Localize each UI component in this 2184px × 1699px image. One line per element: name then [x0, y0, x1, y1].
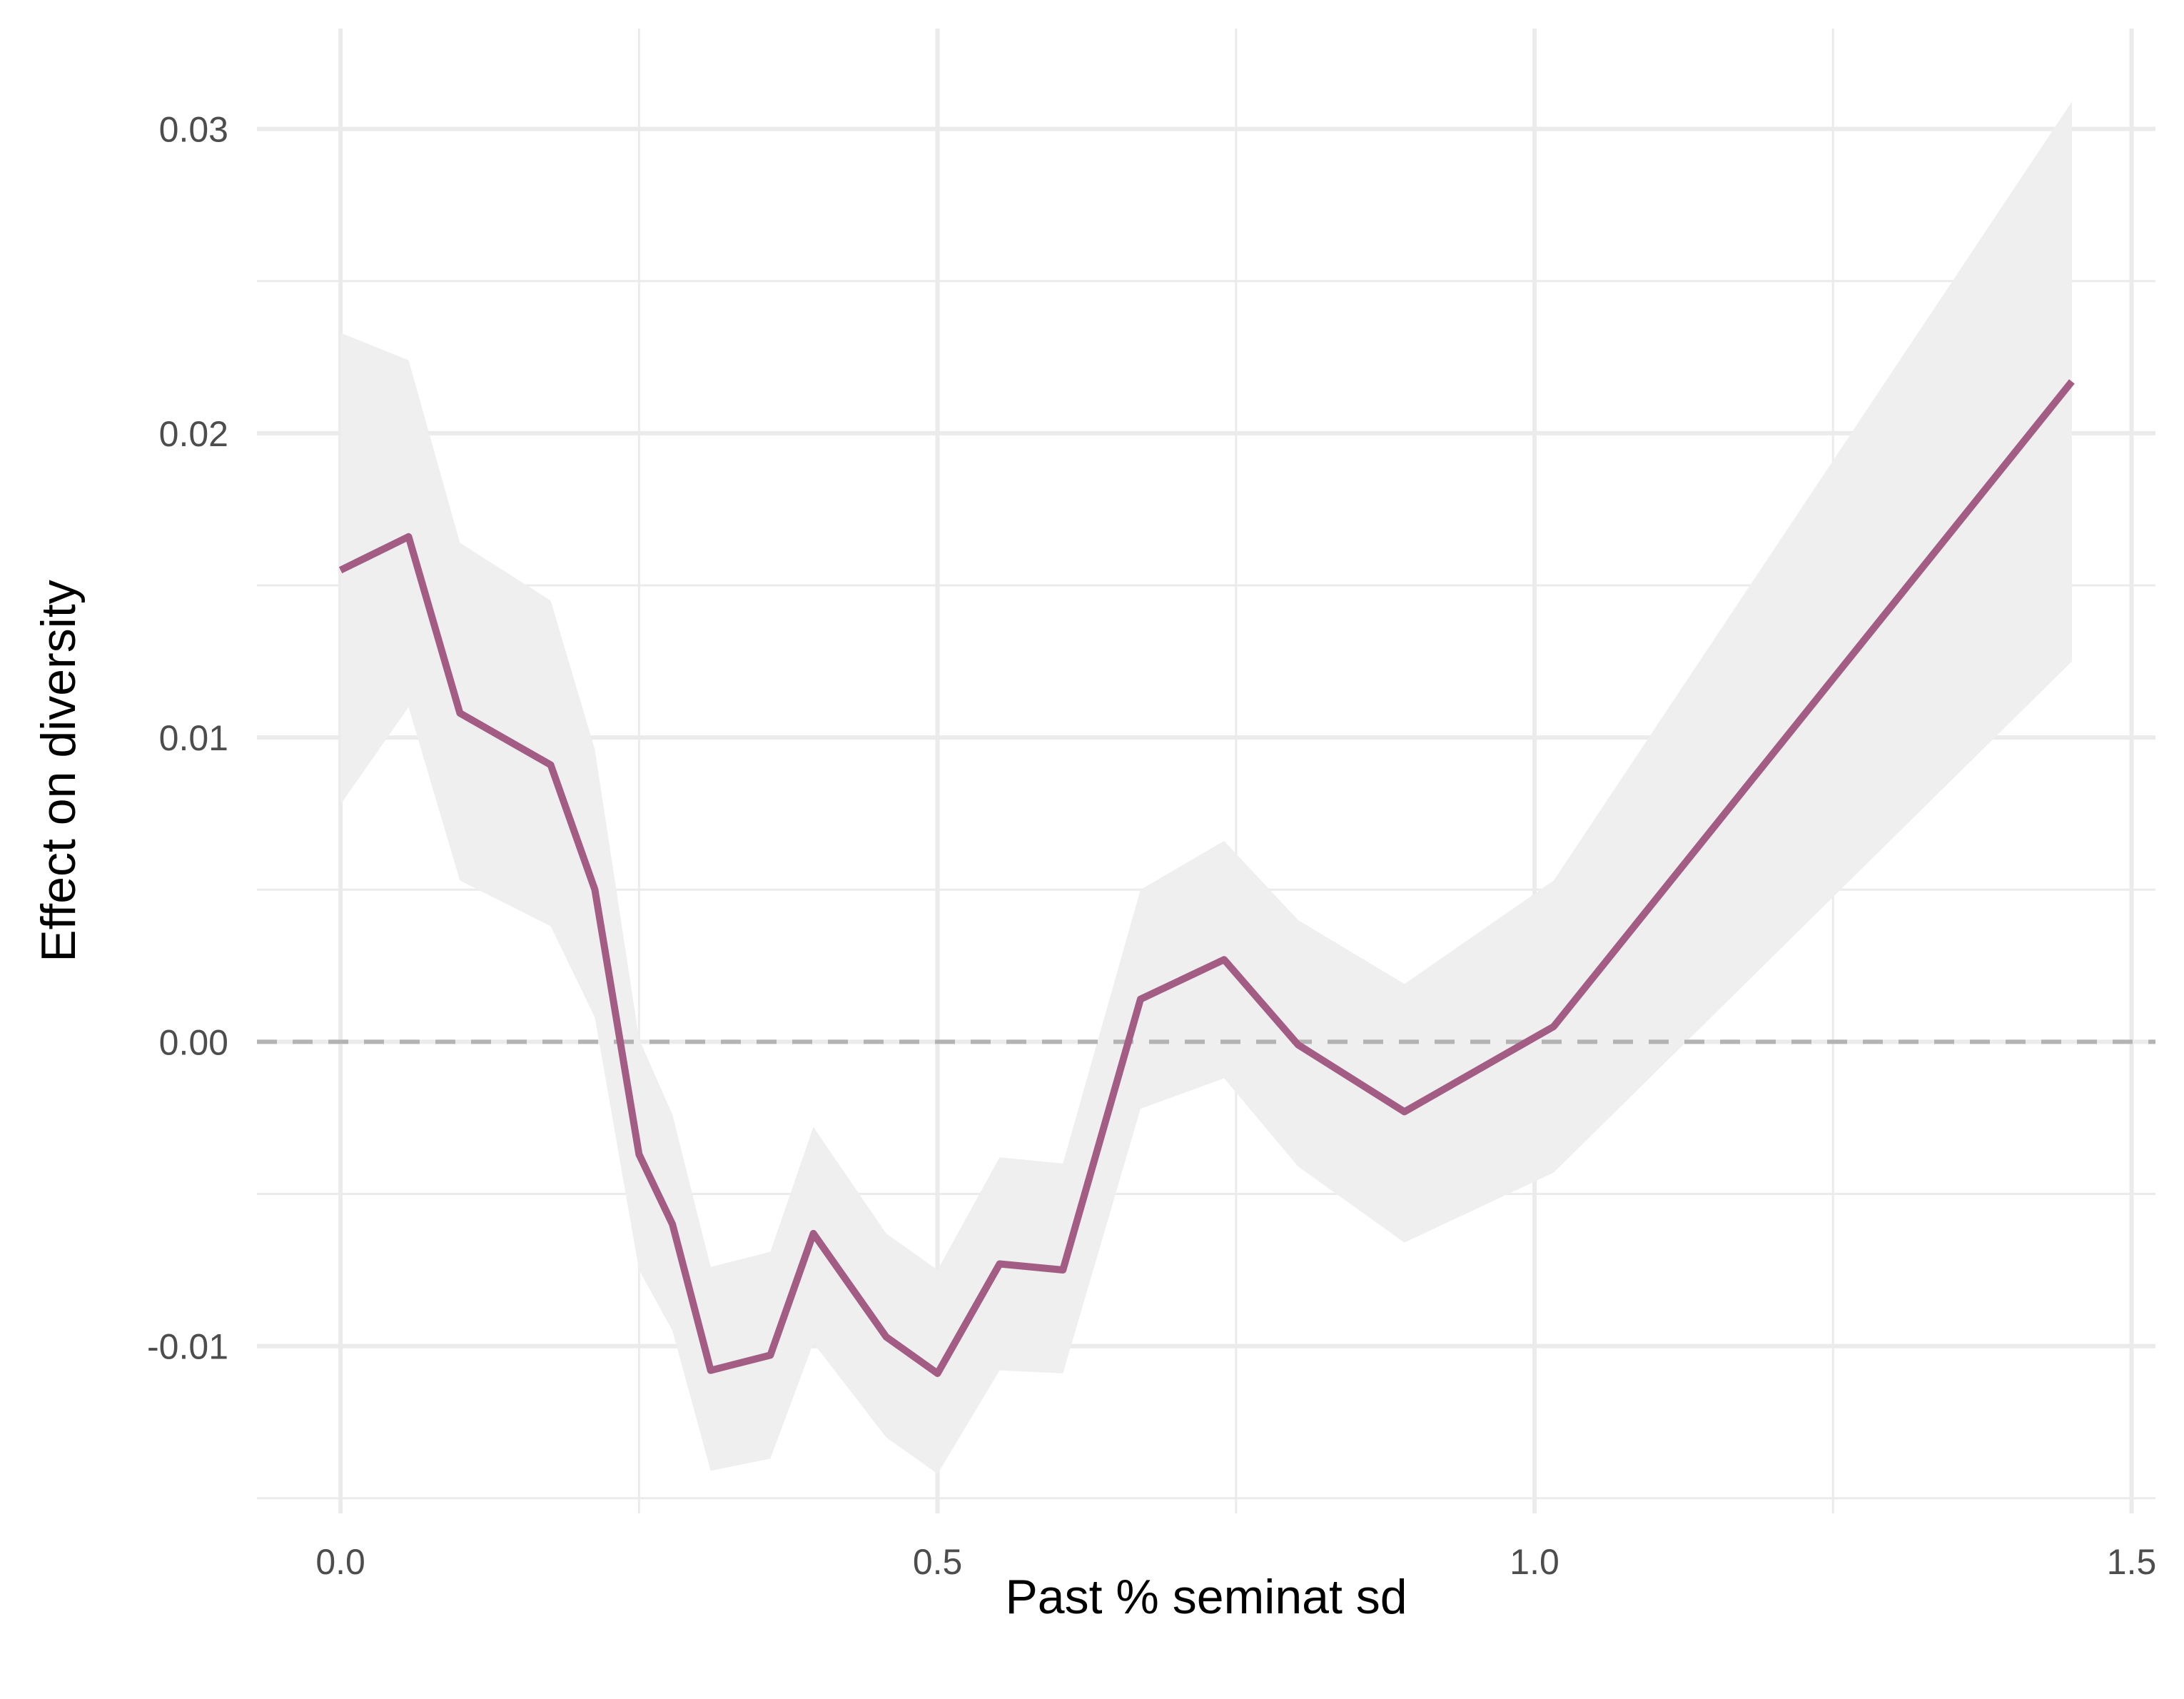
y-tick-labels: -0.01 0.00 0.01 0.02 0.03 — [147, 110, 228, 1367]
x-tick-label: 1.0 — [1510, 1542, 1559, 1582]
confidence-ribbons — [340, 101, 2072, 1474]
series-lines — [338, 379, 2075, 1377]
y-tick-label: 0.02 — [159, 414, 228, 454]
y-axis-title: Effect on diversity — [31, 580, 86, 962]
series-line — [338, 379, 2075, 1377]
x-tick-label: 1.5 — [2107, 1542, 2157, 1582]
x-tick-labels: 0.0 0.5 1.0 1.5 — [315, 1542, 2156, 1582]
y-tick-label: -0.01 — [147, 1327, 228, 1367]
x-axis-title: Past % seminat sd — [1005, 1570, 1407, 1624]
y-tick-label: 0.00 — [159, 1022, 228, 1062]
y-tick-label: 0.03 — [159, 110, 228, 150]
x-tick-label: 0.5 — [913, 1542, 963, 1582]
y-tick-label: 0.01 — [159, 718, 228, 758]
x-tick-label: 0.0 — [315, 1542, 365, 1582]
confidence-ribbon — [340, 101, 2072, 1474]
